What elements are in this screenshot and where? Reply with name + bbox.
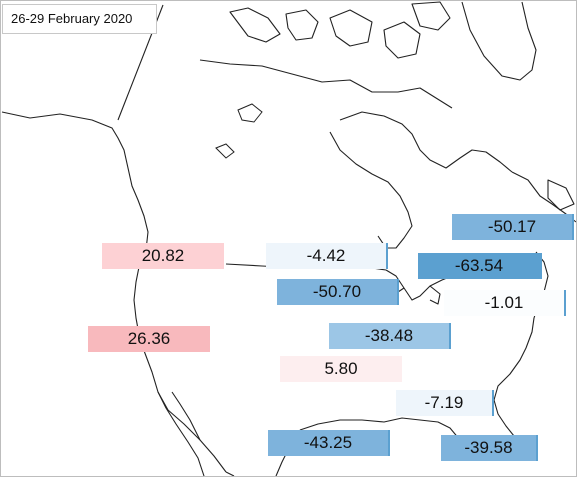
value-box-west-coast-north: 20.82	[102, 243, 224, 269]
value-box-gulf-coast: -43.25	[268, 430, 390, 456]
value-box-mid-atlantic: -1.01	[444, 290, 566, 316]
gulf-coastline	[299, 417, 471, 453]
value-box-florida: -39.58	[441, 435, 538, 461]
value-box-southeast: -7.19	[396, 390, 494, 416]
baja-coast	[157, 391, 205, 477]
value-box-midwest: -38.48	[329, 323, 451, 349]
value-box-great-lakes-east: -63.54	[418, 253, 542, 279]
value-box-new-england: -50.17	[452, 214, 574, 240]
greenland-coast	[461, 1, 537, 81]
value-box-southern-plains: 5.80	[280, 356, 402, 382]
date-range-label: 26-29 February 2020	[2, 4, 157, 34]
value-box-great-lakes-west: -50.70	[277, 279, 399, 305]
value-box-northern-plains: -4.42	[266, 243, 388, 269]
west-coastline	[1, 111, 227, 473]
east-coastline	[493, 251, 549, 460]
arctic-coast	[199, 59, 453, 109]
hudson-bay-coast	[329, 131, 413, 249]
value-box-west-coast-south: 26.36	[88, 326, 210, 352]
